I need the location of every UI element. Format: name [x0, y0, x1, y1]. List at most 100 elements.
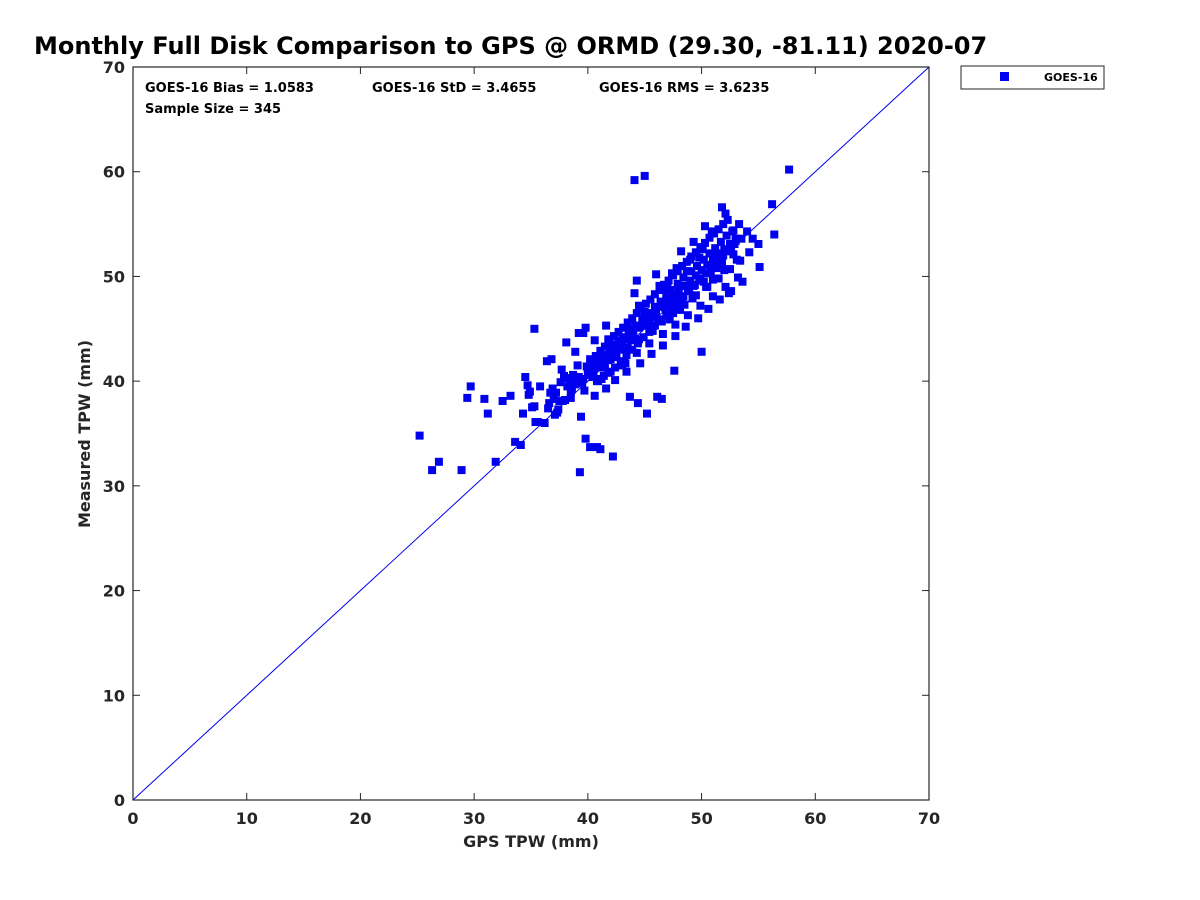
- y-tick-label: 70: [103, 58, 125, 77]
- data-point: [710, 229, 719, 238]
- data-point: [573, 361, 582, 370]
- data-point: [678, 296, 687, 305]
- data-point: [547, 355, 556, 364]
- data-point: [638, 318, 647, 327]
- data-point: [672, 294, 681, 303]
- data-point: [560, 371, 568, 380]
- data-point: [574, 373, 583, 381]
- data-point: [718, 203, 726, 212]
- data-point: [660, 280, 668, 289]
- data-point: [553, 408, 562, 417]
- data-point: [590, 336, 599, 345]
- data-point: [720, 266, 729, 275]
- data-point: [519, 409, 527, 418]
- data-point: [566, 393, 575, 402]
- data-point: [655, 281, 664, 290]
- data-point: [682, 257, 691, 266]
- data-point: [632, 309, 641, 318]
- data-point: [635, 335, 643, 344]
- legend-label-goes16: GOES-16: [1044, 71, 1098, 84]
- data-point: [716, 237, 725, 246]
- data-point: [574, 329, 583, 337]
- x-axis-label: GPS TPW (mm): [463, 832, 599, 851]
- data-point: [715, 295, 724, 304]
- data-point: [701, 222, 709, 231]
- data-point: [745, 248, 754, 257]
- data-point: [628, 345, 637, 354]
- data-point: [722, 231, 731, 240]
- data-point: [605, 337, 614, 346]
- data-point: [653, 392, 662, 401]
- data-point: [677, 247, 686, 256]
- data-point: [542, 357, 551, 366]
- data-point: [581, 434, 590, 443]
- data-point: [548, 384, 557, 393]
- data-point: [633, 339, 642, 348]
- data-point: [552, 388, 560, 397]
- data-points-group: [415, 165, 794, 477]
- y-tick-label: 0: [114, 791, 125, 810]
- data-point: [695, 253, 704, 262]
- data-point: [701, 238, 709, 247]
- data-point: [714, 274, 723, 283]
- data-point: [652, 308, 661, 316]
- data-point: [589, 364, 598, 373]
- data-point: [735, 220, 744, 229]
- data-point: [633, 399, 642, 408]
- data-point: [650, 302, 659, 311]
- data-point: [680, 300, 689, 309]
- data-point: [556, 378, 565, 387]
- data-point: [627, 336, 636, 345]
- data-point: [714, 225, 723, 234]
- data-point: [555, 397, 564, 405]
- data-point: [665, 315, 674, 324]
- data-point: [679, 273, 688, 282]
- data-point: [656, 297, 665, 306]
- x-tick-label: 20: [349, 809, 371, 828]
- data-point: [630, 289, 639, 298]
- data-point: [754, 240, 763, 248]
- data-point: [598, 353, 607, 362]
- data-point: [591, 352, 600, 360]
- data-point: [594, 356, 603, 365]
- data-point: [575, 468, 584, 477]
- stat-bias: GOES-16 Bias = 1.0583: [145, 81, 314, 96]
- plot-area: [132, 66, 930, 801]
- data-point: [727, 287, 736, 296]
- data-point: [679, 292, 688, 301]
- data-point: [708, 255, 717, 264]
- legend-marker-square: [1000, 72, 1009, 81]
- data-point: [600, 361, 609, 370]
- data-point: [581, 323, 590, 332]
- data-point: [586, 443, 595, 452]
- legend-box: [960, 65, 1105, 90]
- data-point: [644, 317, 653, 326]
- data-point: [714, 250, 723, 259]
- data-point: [636, 359, 645, 368]
- data-point: [669, 309, 678, 318]
- data-point: [610, 332, 618, 341]
- data-point: [721, 282, 730, 291]
- stat-sample-size: Sample Size = 345: [145, 102, 281, 117]
- data-point: [708, 292, 717, 301]
- data-point: [726, 265, 734, 274]
- x-tick-label: 30: [463, 809, 485, 828]
- data-point: [612, 353, 621, 362]
- data-point: [640, 308, 649, 316]
- y-tick-label: 40: [103, 372, 125, 391]
- data-point: [673, 279, 682, 288]
- data-point: [611, 376, 620, 385]
- data-point: [545, 399, 554, 408]
- data-point: [594, 377, 603, 386]
- data-point: [630, 176, 639, 185]
- data-point: [571, 380, 580, 389]
- data-point: [694, 314, 703, 323]
- data-point: [655, 286, 664, 294]
- stat-rms: GOES-16 RMS = 3.6235: [599, 81, 769, 96]
- data-point: [755, 263, 764, 271]
- data-point: [621, 335, 630, 344]
- data-point: [727, 247, 736, 256]
- data-point: [669, 271, 678, 280]
- data-point: [602, 321, 611, 330]
- data-point: [645, 339, 654, 348]
